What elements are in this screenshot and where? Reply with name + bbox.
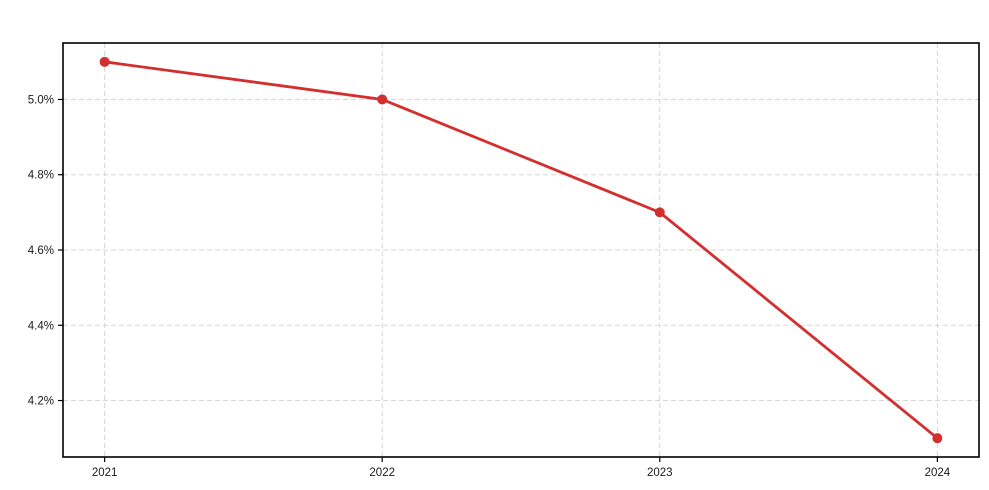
y-tick-label: 5.0% xyxy=(28,94,54,106)
data-point-2021 xyxy=(99,56,110,67)
data-point-2022 xyxy=(377,94,388,105)
data-point-2023 xyxy=(654,207,665,218)
trend-line xyxy=(103,60,939,440)
y-tick-label: 4.6% xyxy=(28,245,54,257)
x-tick-label: 2022 xyxy=(369,467,395,479)
y-tick-label: 4.8% xyxy=(28,170,54,182)
data-point-2024 xyxy=(932,433,943,444)
y-tick-label: 4.2% xyxy=(28,396,54,408)
x-tick-label: 2024 xyxy=(925,467,951,479)
y-tick-label: 4.4% xyxy=(28,320,54,332)
x-tick-label: 2021 xyxy=(92,467,118,479)
x-tick-label: 2023 xyxy=(647,467,673,479)
